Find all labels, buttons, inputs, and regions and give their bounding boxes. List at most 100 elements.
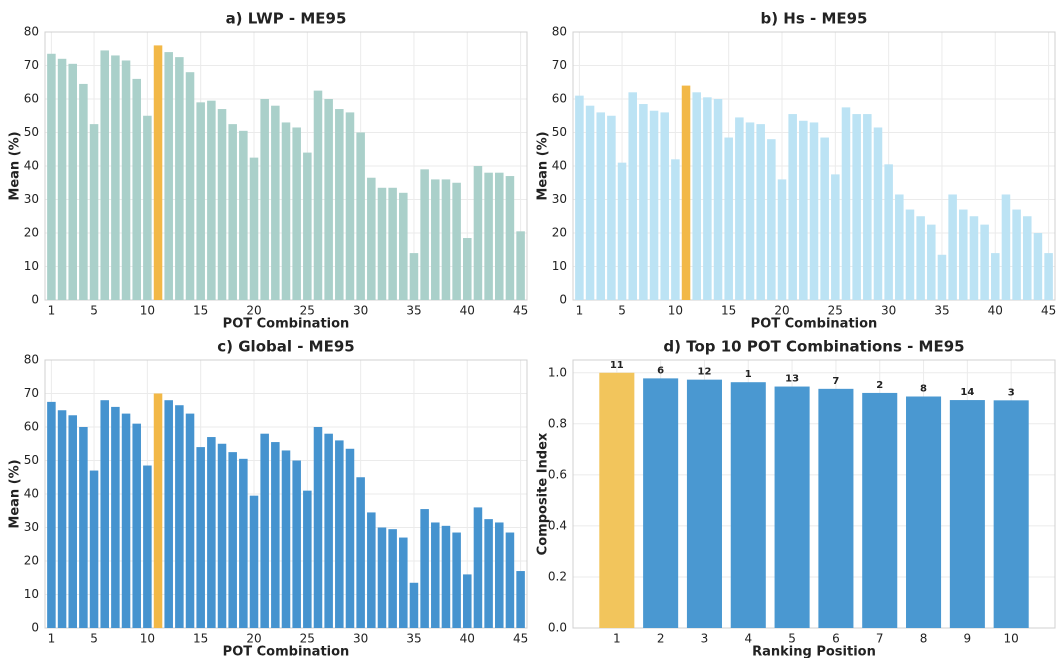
bar [79,83,88,300]
bar [388,187,397,300]
y-axis-label: Mean (%) [536,131,551,200]
x-tick-label: 2 [657,632,665,646]
bar [745,122,755,300]
bar [788,114,797,300]
bar-label: 3 [1008,387,1015,398]
x-tick-label: 25 [300,632,315,646]
bar [1044,253,1053,300]
x-tick-label: 3 [701,632,709,646]
bar [575,95,584,301]
bar-label: 7 [832,376,839,387]
x-tick-label: 45 [513,632,528,646]
y-tick-label: 0 [31,621,39,635]
bar [207,100,216,300]
bar-label: 13 [785,374,799,385]
x-tick-label: 45 [513,304,528,318]
bar [969,216,979,300]
y-tick-label: 20 [552,226,567,240]
bar [980,224,989,300]
bar [495,522,504,628]
x-tick-label: 8 [920,632,928,646]
bar [153,45,163,301]
bar [271,105,280,300]
bar [260,433,269,628]
bar [767,139,776,300]
y-tick-label: 70 [552,58,567,72]
chart-title: d) Top 10 POT Combinations - ME95 [663,338,964,356]
bar [484,172,493,300]
y-tick-label: 0 [559,293,567,307]
y-tick-label: 0.4 [548,518,567,532]
bar [303,152,312,300]
bar [671,159,680,300]
x-tick-label: 5 [788,632,796,646]
bar [271,442,280,628]
bar [730,382,766,628]
bar [196,447,205,628]
y-tick-label: 60 [24,92,39,106]
y-tick-label: 10 [24,587,39,601]
y-tick-label: 30 [24,192,39,206]
x-tick-label: 10 [668,304,683,318]
bar [441,525,451,628]
y-tick-label: 30 [552,192,567,206]
x-tick-label: 1 [613,632,621,646]
bar [377,527,387,628]
bar [863,114,872,300]
bar [185,72,195,300]
y-tick-label: 50 [552,125,567,139]
x-tick-label: 5 [90,632,98,646]
bar [607,115,616,300]
chart-title: c) Global - ME95 [217,338,354,356]
bar [367,177,376,300]
bar-label: 6 [657,365,664,376]
bar [324,99,333,300]
bar [895,194,904,300]
bar [852,114,861,300]
bar [47,53,56,301]
bar [335,109,344,300]
x-tick-label: 35 [406,304,421,318]
bar [57,410,67,628]
bar [207,437,216,628]
bar [132,423,141,628]
x-tick-label: 30 [881,304,896,318]
bar [831,174,840,300]
x-tick-label: 10 [1004,632,1019,646]
bar [345,448,355,628]
x-tick-label: 20 [246,304,261,318]
y-tick-label: 0.6 [548,467,567,481]
bar [774,386,810,628]
bar [79,427,88,628]
bar [249,495,259,628]
bar [463,574,472,628]
x-tick-label: 30 [353,632,368,646]
bar [409,582,419,628]
bar [686,379,722,628]
bar [916,216,925,300]
bar [660,112,669,301]
bar [281,122,291,300]
x-tick-label: 40 [460,632,475,646]
y-tick-label: 70 [24,58,39,72]
bar [949,400,985,628]
bar [196,102,205,300]
bar [143,115,152,300]
bar [143,465,152,628]
bar [692,92,701,300]
y-tick-label: 50 [24,453,39,467]
y-tick-label: 20 [24,554,39,568]
y-tick-label: 40 [552,159,567,173]
bar [585,105,595,300]
bar [799,120,808,301]
bar [228,124,237,300]
bar [89,124,99,300]
x-axis-label: POT Combination [751,317,878,332]
x-tick-label: 35 [934,304,949,318]
bar [399,192,408,300]
bar [724,137,733,300]
